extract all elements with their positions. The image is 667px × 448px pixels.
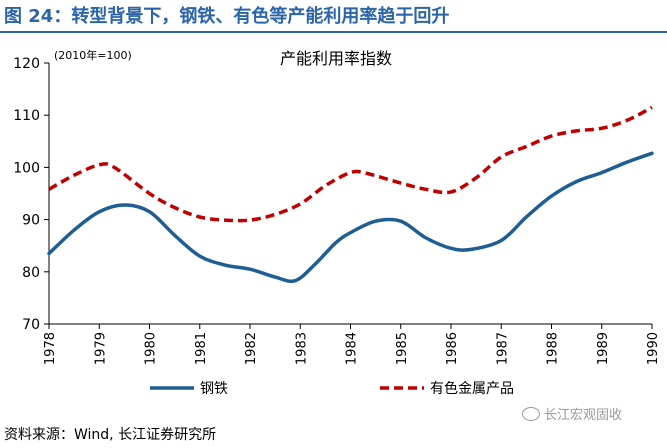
title-rule: [0, 31, 667, 33]
legend-label-1: 有色金属产品: [430, 380, 514, 397]
series-line-1: [48, 105, 653, 223]
x-tick-label: 1985: [395, 332, 410, 365]
x-tick-label: 1979: [93, 332, 108, 365]
legend-label-0: 钢铁: [200, 381, 228, 397]
x-tick-label: 1980: [144, 332, 159, 365]
x-tick-label: 1978: [43, 332, 58, 365]
source-note: 资料来源：Wind, 长江证券研究所: [4, 427, 217, 443]
x-tick-label: 1982: [244, 332, 259, 365]
chart-unit-note: (2010年=100): [54, 48, 132, 62]
series-line-0: [47, 151, 654, 284]
plot-lines: [47, 105, 654, 284]
x-tick-label: 1984: [345, 332, 360, 365]
wechat-icon: [522, 407, 540, 421]
y-tick-label: 110: [13, 108, 40, 124]
x-tick-label: 1981: [194, 332, 209, 365]
watermark: 长江宏观固收: [522, 404, 622, 423]
x-tick-label: 1990: [646, 332, 661, 365]
line-chart: 70 80 90 100 110 120 1978 1979 1980 1981 1982 1983 1…: [13, 48, 661, 397]
y-tick-label: 90: [22, 213, 40, 229]
y-tick-label: 100: [13, 160, 40, 176]
x-tick-label: 1988: [546, 332, 561, 365]
x-tick-label: 1989: [596, 332, 611, 365]
x-tick-label: 1986: [445, 332, 460, 365]
chart-axes: 70 80 90 100 110 120 1978 1979 1980 1981 1982 1983 1…: [13, 56, 661, 365]
chart-title: 产能利用率指数: [280, 49, 392, 68]
y-tick-label: 80: [22, 265, 40, 281]
watermark-text: 长江宏观固收: [544, 408, 623, 423]
x-tick-label: 1983: [294, 332, 309, 365]
figure-title: 图 24：转型背景下，钢铁、有色等产能利用率趋于回升: [4, 6, 450, 27]
y-tick-label: 120: [13, 56, 40, 72]
x-tick-label: 1987: [495, 332, 510, 365]
y-tick-label: 70: [22, 317, 40, 333]
chart-legend: 钢铁 有色金属产品: [150, 380, 514, 397]
